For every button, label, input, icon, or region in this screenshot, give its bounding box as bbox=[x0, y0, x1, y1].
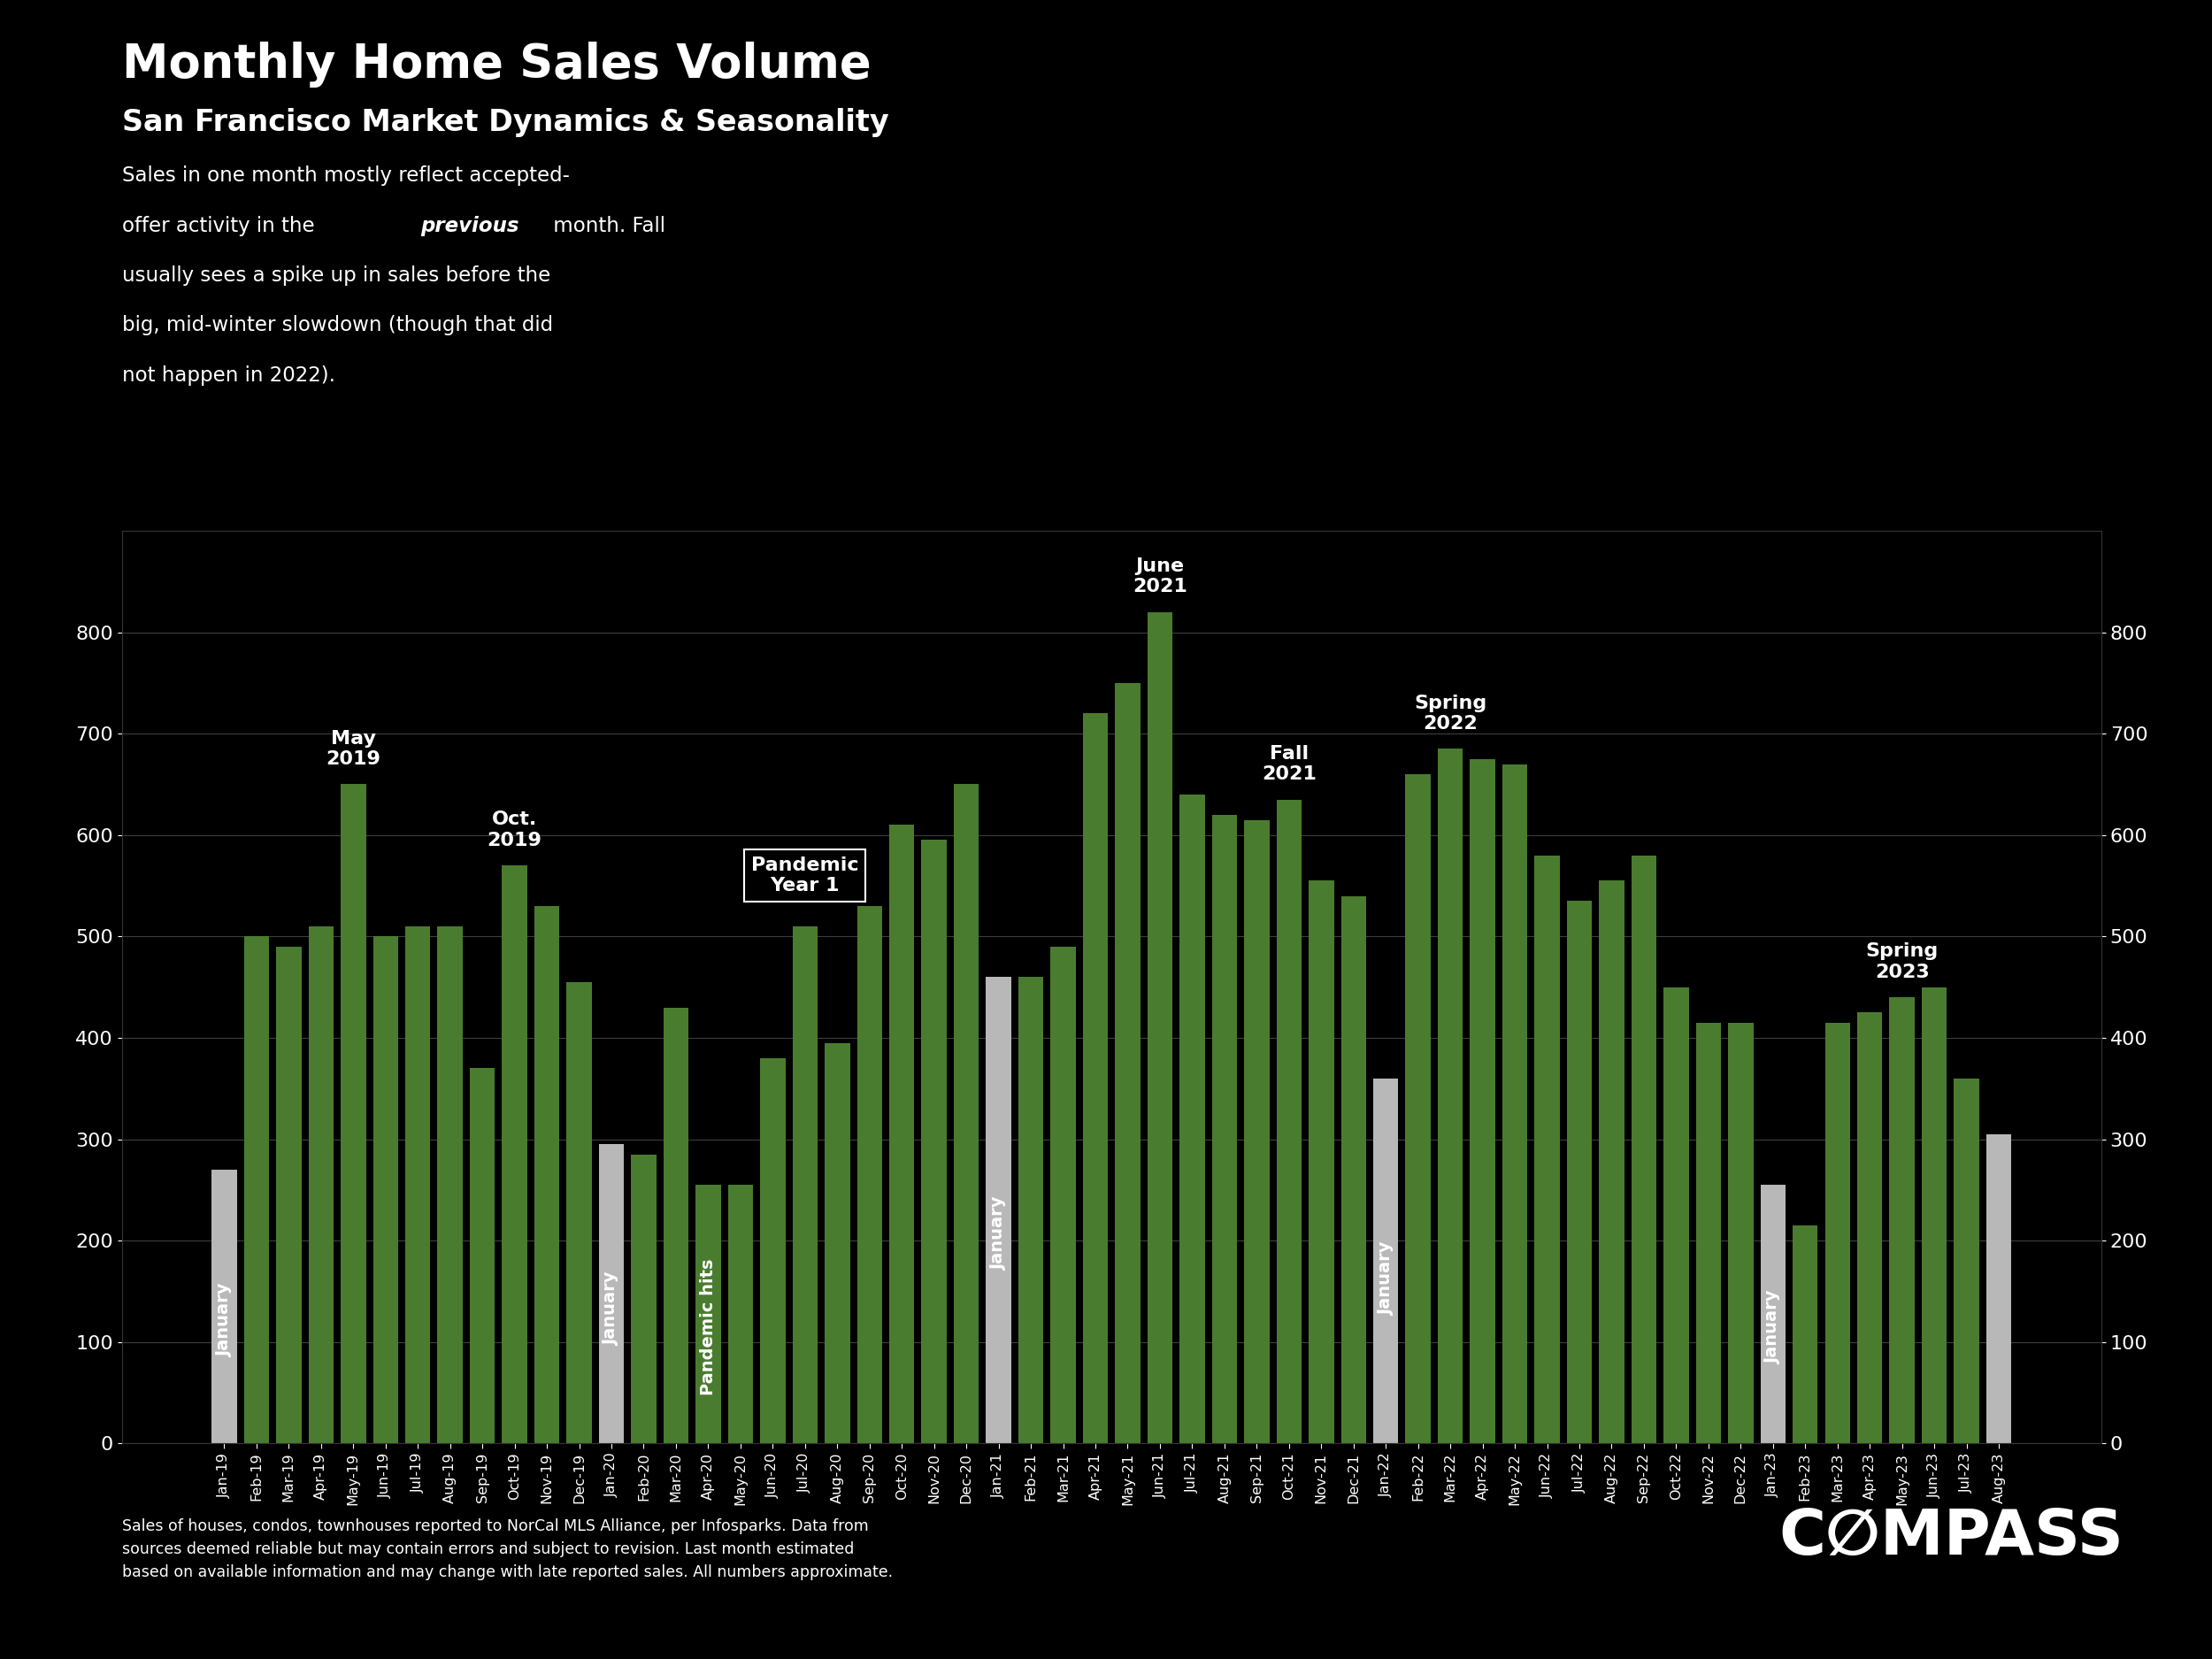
Bar bbox=[599, 1145, 624, 1443]
Bar bbox=[1953, 1078, 1980, 1443]
Text: previous: previous bbox=[420, 216, 520, 236]
Bar bbox=[630, 1155, 657, 1443]
Text: Fall
2021: Fall 2021 bbox=[1261, 745, 1316, 783]
Text: Monthly Home Sales Volume: Monthly Home Sales Volume bbox=[122, 41, 872, 88]
Bar bbox=[1018, 977, 1044, 1443]
Text: big, mid-winter slowdown (though that did: big, mid-winter slowdown (though that di… bbox=[122, 315, 553, 335]
Bar bbox=[695, 1185, 721, 1443]
Bar bbox=[212, 1170, 237, 1443]
Text: month. Fall: month. Fall bbox=[546, 216, 666, 236]
Bar bbox=[1792, 1226, 1818, 1443]
Text: Spring
2023: Spring 2023 bbox=[1865, 942, 1938, 980]
Bar bbox=[1179, 795, 1206, 1443]
Bar bbox=[1276, 800, 1301, 1443]
Bar bbox=[1630, 856, 1657, 1443]
Bar bbox=[889, 825, 914, 1443]
Bar bbox=[1148, 612, 1172, 1443]
Bar bbox=[1889, 997, 1916, 1443]
Bar bbox=[405, 926, 431, 1443]
Bar bbox=[1310, 881, 1334, 1443]
Bar bbox=[953, 785, 980, 1443]
Bar bbox=[276, 947, 301, 1443]
Bar bbox=[1986, 1135, 2011, 1443]
Bar bbox=[1374, 1078, 1398, 1443]
Bar bbox=[243, 936, 270, 1443]
Bar bbox=[922, 839, 947, 1443]
Bar bbox=[761, 1058, 785, 1443]
Bar bbox=[341, 785, 365, 1443]
Bar bbox=[374, 936, 398, 1443]
Bar bbox=[728, 1185, 752, 1443]
Bar bbox=[566, 982, 593, 1443]
Bar bbox=[1697, 1022, 1721, 1443]
Bar bbox=[1599, 881, 1624, 1443]
Bar bbox=[1761, 1185, 1785, 1443]
Bar bbox=[1825, 1022, 1849, 1443]
Bar bbox=[987, 977, 1011, 1443]
Text: C∅MPASS: C∅MPASS bbox=[1778, 1506, 2124, 1568]
Bar bbox=[1084, 713, 1108, 1443]
Text: Sales in one month mostly reflect accepted-: Sales in one month mostly reflect accept… bbox=[122, 166, 568, 186]
Bar bbox=[1663, 987, 1688, 1443]
Bar bbox=[307, 926, 334, 1443]
Text: Sales of houses, condos, townhouses reported to NorCal MLS Alliance, per Infospa: Sales of houses, condos, townhouses repo… bbox=[122, 1518, 891, 1581]
Text: Pandemic
Year 1: Pandemic Year 1 bbox=[752, 856, 858, 894]
Text: offer activity in the: offer activity in the bbox=[122, 216, 321, 236]
Bar bbox=[1858, 1012, 1882, 1443]
Text: January: January bbox=[991, 1196, 1006, 1271]
Bar bbox=[1115, 684, 1139, 1443]
Text: Spring
2022: Spring 2022 bbox=[1413, 693, 1486, 732]
Text: June
2021: June 2021 bbox=[1133, 557, 1188, 596]
Bar bbox=[664, 1007, 688, 1443]
Bar bbox=[1566, 901, 1593, 1443]
Bar bbox=[1502, 765, 1528, 1443]
Text: January: January bbox=[1378, 1243, 1394, 1316]
Bar bbox=[1535, 856, 1559, 1443]
Bar bbox=[1340, 896, 1367, 1443]
Bar bbox=[1728, 1022, 1754, 1443]
Bar bbox=[825, 1044, 849, 1443]
Bar bbox=[1051, 947, 1075, 1443]
Text: Pandemic hits: Pandemic hits bbox=[699, 1259, 717, 1395]
Bar bbox=[438, 926, 462, 1443]
Text: usually sees a spike up in sales before the: usually sees a spike up in sales before … bbox=[122, 265, 551, 285]
Bar bbox=[1212, 815, 1237, 1443]
Bar bbox=[792, 926, 818, 1443]
Text: San Francisco Market Dynamics & Seasonality: San Francisco Market Dynamics & Seasonal… bbox=[122, 108, 889, 138]
Bar bbox=[1405, 775, 1431, 1443]
Bar bbox=[502, 866, 526, 1443]
Bar bbox=[1922, 987, 1947, 1443]
Text: January: January bbox=[217, 1282, 232, 1357]
Bar bbox=[469, 1068, 495, 1443]
Bar bbox=[535, 906, 560, 1443]
Text: not happen in 2022).: not happen in 2022). bbox=[122, 365, 334, 385]
Bar bbox=[1243, 820, 1270, 1443]
Bar bbox=[856, 906, 883, 1443]
Bar bbox=[1471, 760, 1495, 1443]
Bar bbox=[1438, 748, 1462, 1443]
Text: January: January bbox=[604, 1272, 619, 1345]
Text: January: January bbox=[1765, 1291, 1781, 1364]
Text: May
2019: May 2019 bbox=[325, 730, 380, 768]
Text: Oct.
2019: Oct. 2019 bbox=[487, 811, 542, 849]
